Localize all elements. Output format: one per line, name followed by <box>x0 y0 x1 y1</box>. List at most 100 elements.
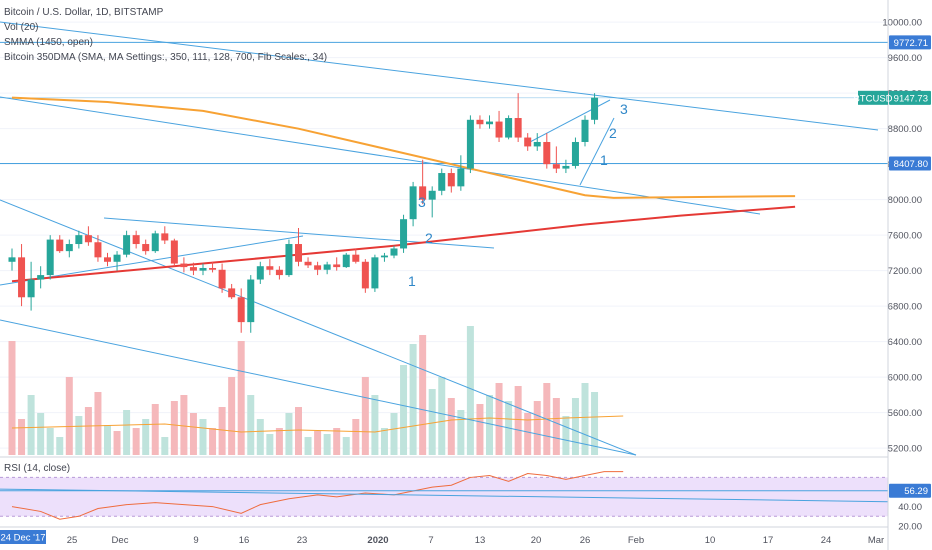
candle-body <box>552 164 560 169</box>
candle-body <box>323 264 331 270</box>
candle-body <box>486 121 493 125</box>
volume-bar <box>428 389 436 455</box>
volume-bar <box>75 416 83 455</box>
x-tick-label: 20 <box>531 535 542 546</box>
y-tick-label: 9600.00 <box>888 53 922 64</box>
candle-body <box>533 141 541 147</box>
trendline <box>0 21 879 131</box>
smma-legend[interactable]: SMMA (1450, open) <box>4 37 93 48</box>
candle-body <box>524 137 532 147</box>
candle-body <box>285 244 293 276</box>
volume-bar <box>486 395 493 455</box>
y-tick-label: 10000.00 <box>882 18 922 29</box>
candle-body <box>476 119 484 125</box>
rsi-line <box>11 471 624 520</box>
candle-body <box>27 279 35 298</box>
x-tick-label: 25 <box>67 535 78 546</box>
volume-bar <box>113 431 121 455</box>
y-tick-label: 6400.00 <box>888 337 922 348</box>
wave-label: 2 <box>425 230 433 246</box>
candle-body <box>352 254 360 262</box>
volume-bar <box>571 398 579 455</box>
volume-bar <box>180 395 188 455</box>
trendline <box>0 199 637 456</box>
candle-body <box>199 267 207 271</box>
candle-body <box>46 239 54 276</box>
candle-body <box>142 244 150 252</box>
candle-body <box>18 257 26 298</box>
btcusd-symbol-text: BTCUSD <box>853 93 892 104</box>
candle-body <box>495 121 503 138</box>
y-tick-label: 8000.00 <box>888 195 922 206</box>
volume-bar <box>581 383 589 455</box>
candle-body <box>132 235 140 245</box>
volume-bar <box>533 401 541 455</box>
volume-bar <box>104 425 111 455</box>
volume-bar <box>170 401 178 455</box>
level-tag-1: 9772.71 <box>889 35 931 50</box>
rsi-value-tag-bg <box>889 483 931 498</box>
x-tick-label: 7 <box>428 535 433 546</box>
volume-bar <box>27 395 35 455</box>
volume-bar <box>228 377 236 455</box>
candle-body <box>390 248 398 256</box>
wave-label: 1 <box>600 152 608 168</box>
x-tick-label: Feb <box>628 535 644 546</box>
candle-body <box>113 254 121 262</box>
volume-bar <box>514 386 522 455</box>
volume-bar <box>256 419 264 455</box>
volume-bar <box>218 407 226 455</box>
y-tick-label: 6000.00 <box>888 373 922 384</box>
volume-bar <box>447 398 455 455</box>
y-tick-label: 7200.00 <box>888 266 922 277</box>
candle-body <box>123 235 131 255</box>
volume-bar <box>304 437 312 455</box>
x-tick-label: 16 <box>239 535 250 546</box>
rsi-legend[interactable]: RSI (14, close) <box>4 463 71 474</box>
x-tick-label: 2020 <box>367 535 388 546</box>
dma-legend[interactable]: Bitcoin 350DMA (SMA, MA Settings:, 350, … <box>4 52 328 63</box>
volume-bar <box>56 437 64 455</box>
candle-body <box>514 118 522 138</box>
y-tick-label: 6800.00 <box>888 302 922 313</box>
symbol-title: Bitcoin / U.S. Dollar, 1D, BITSTAMP <box>4 7 164 18</box>
candle-body <box>380 255 388 258</box>
candle-body <box>361 261 369 289</box>
volume-bar <box>266 434 274 455</box>
candle-body <box>409 186 417 220</box>
candle-body <box>438 173 446 191</box>
volume-bar <box>562 416 570 455</box>
volume-bar <box>247 395 255 455</box>
volume-bar <box>323 434 331 455</box>
volume-bar <box>46 428 54 455</box>
volume-bar <box>591 392 599 455</box>
level-tag-2-text: 8407.80 <box>894 159 928 170</box>
volume-bar <box>352 419 360 455</box>
candle-body <box>8 257 16 262</box>
candle-body <box>84 235 92 243</box>
volume-bar <box>419 335 427 455</box>
vol-legend[interactable]: Vol (20) <box>4 22 39 33</box>
time-axis: 25 Dec 9 16 23 2020 7 13 20 26 Feb 10 17 24 Mar <box>0 526 888 546</box>
volume-bar <box>342 437 350 455</box>
x-tick-label: 9 <box>193 535 198 546</box>
volume-bar <box>37 413 45 455</box>
wave-label: 1 <box>408 273 416 289</box>
volume-bar <box>438 377 446 455</box>
volume-bar <box>189 413 197 455</box>
candle-body <box>56 239 64 252</box>
btcusd-symbol-bg <box>858 90 888 105</box>
candle-body <box>447 173 455 187</box>
volume-bar <box>132 428 140 455</box>
rsi-tick-label: 40.00 <box>898 502 922 513</box>
candle-body <box>342 254 350 268</box>
volume-bar <box>275 428 283 455</box>
candle-body <box>151 233 159 252</box>
candle-body <box>94 242 102 258</box>
candle-body <box>419 186 427 200</box>
candle-body <box>304 261 312 266</box>
rsi-band <box>0 477 888 517</box>
